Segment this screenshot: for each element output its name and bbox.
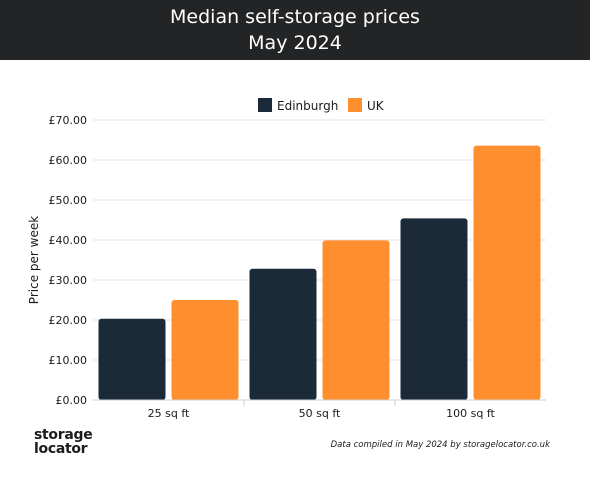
bar-uk [473,145,541,400]
y-tick-label: £70.00 [49,114,88,127]
data-source-note: Data compiled in May 2024 by storageloca… [330,440,550,450]
chart-header: Median self-storage prices May 2024 [0,0,590,60]
bar-uk [322,240,390,400]
chart-subtitle: May 2024 [248,32,342,54]
y-tick-label: £0.00 [56,394,88,407]
bar-edinburgh [400,218,468,400]
legend-swatch-edinburgh [258,98,272,112]
x-tick-label: 100 sq ft [446,407,495,420]
bar-edinburgh [98,318,166,400]
legend-label-edinburgh: Edinburgh [277,99,338,113]
legend-swatch-uk [348,98,362,112]
y-axis-label: Price per week [27,216,41,304]
y-tick-label: £20.00 [49,314,88,327]
legend-label-uk: UK [367,99,385,113]
chart-title: Median self-storage prices [170,6,420,28]
x-tick-label: 50 sq ft [299,407,341,420]
x-tick-label: 25 sq ft [148,407,190,420]
y-tick-label: £10.00 [49,354,88,367]
storage-locator-logo: storage locator [34,427,93,457]
bar-chart: £0.00 £10.00 £20.00 £30.00 £40.00 £50.00 £60.0… [27,98,546,420]
y-tick-label: £50.00 [49,194,88,207]
logo-line-2: locator [34,441,88,457]
logo-line-1: storage [34,427,93,443]
bar-edinburgh [249,268,317,400]
bar-uk [171,300,239,400]
y-tick-label: £40.00 [49,234,88,247]
y-tick-label: £30.00 [49,274,88,287]
y-tick-label: £60.00 [49,154,88,167]
